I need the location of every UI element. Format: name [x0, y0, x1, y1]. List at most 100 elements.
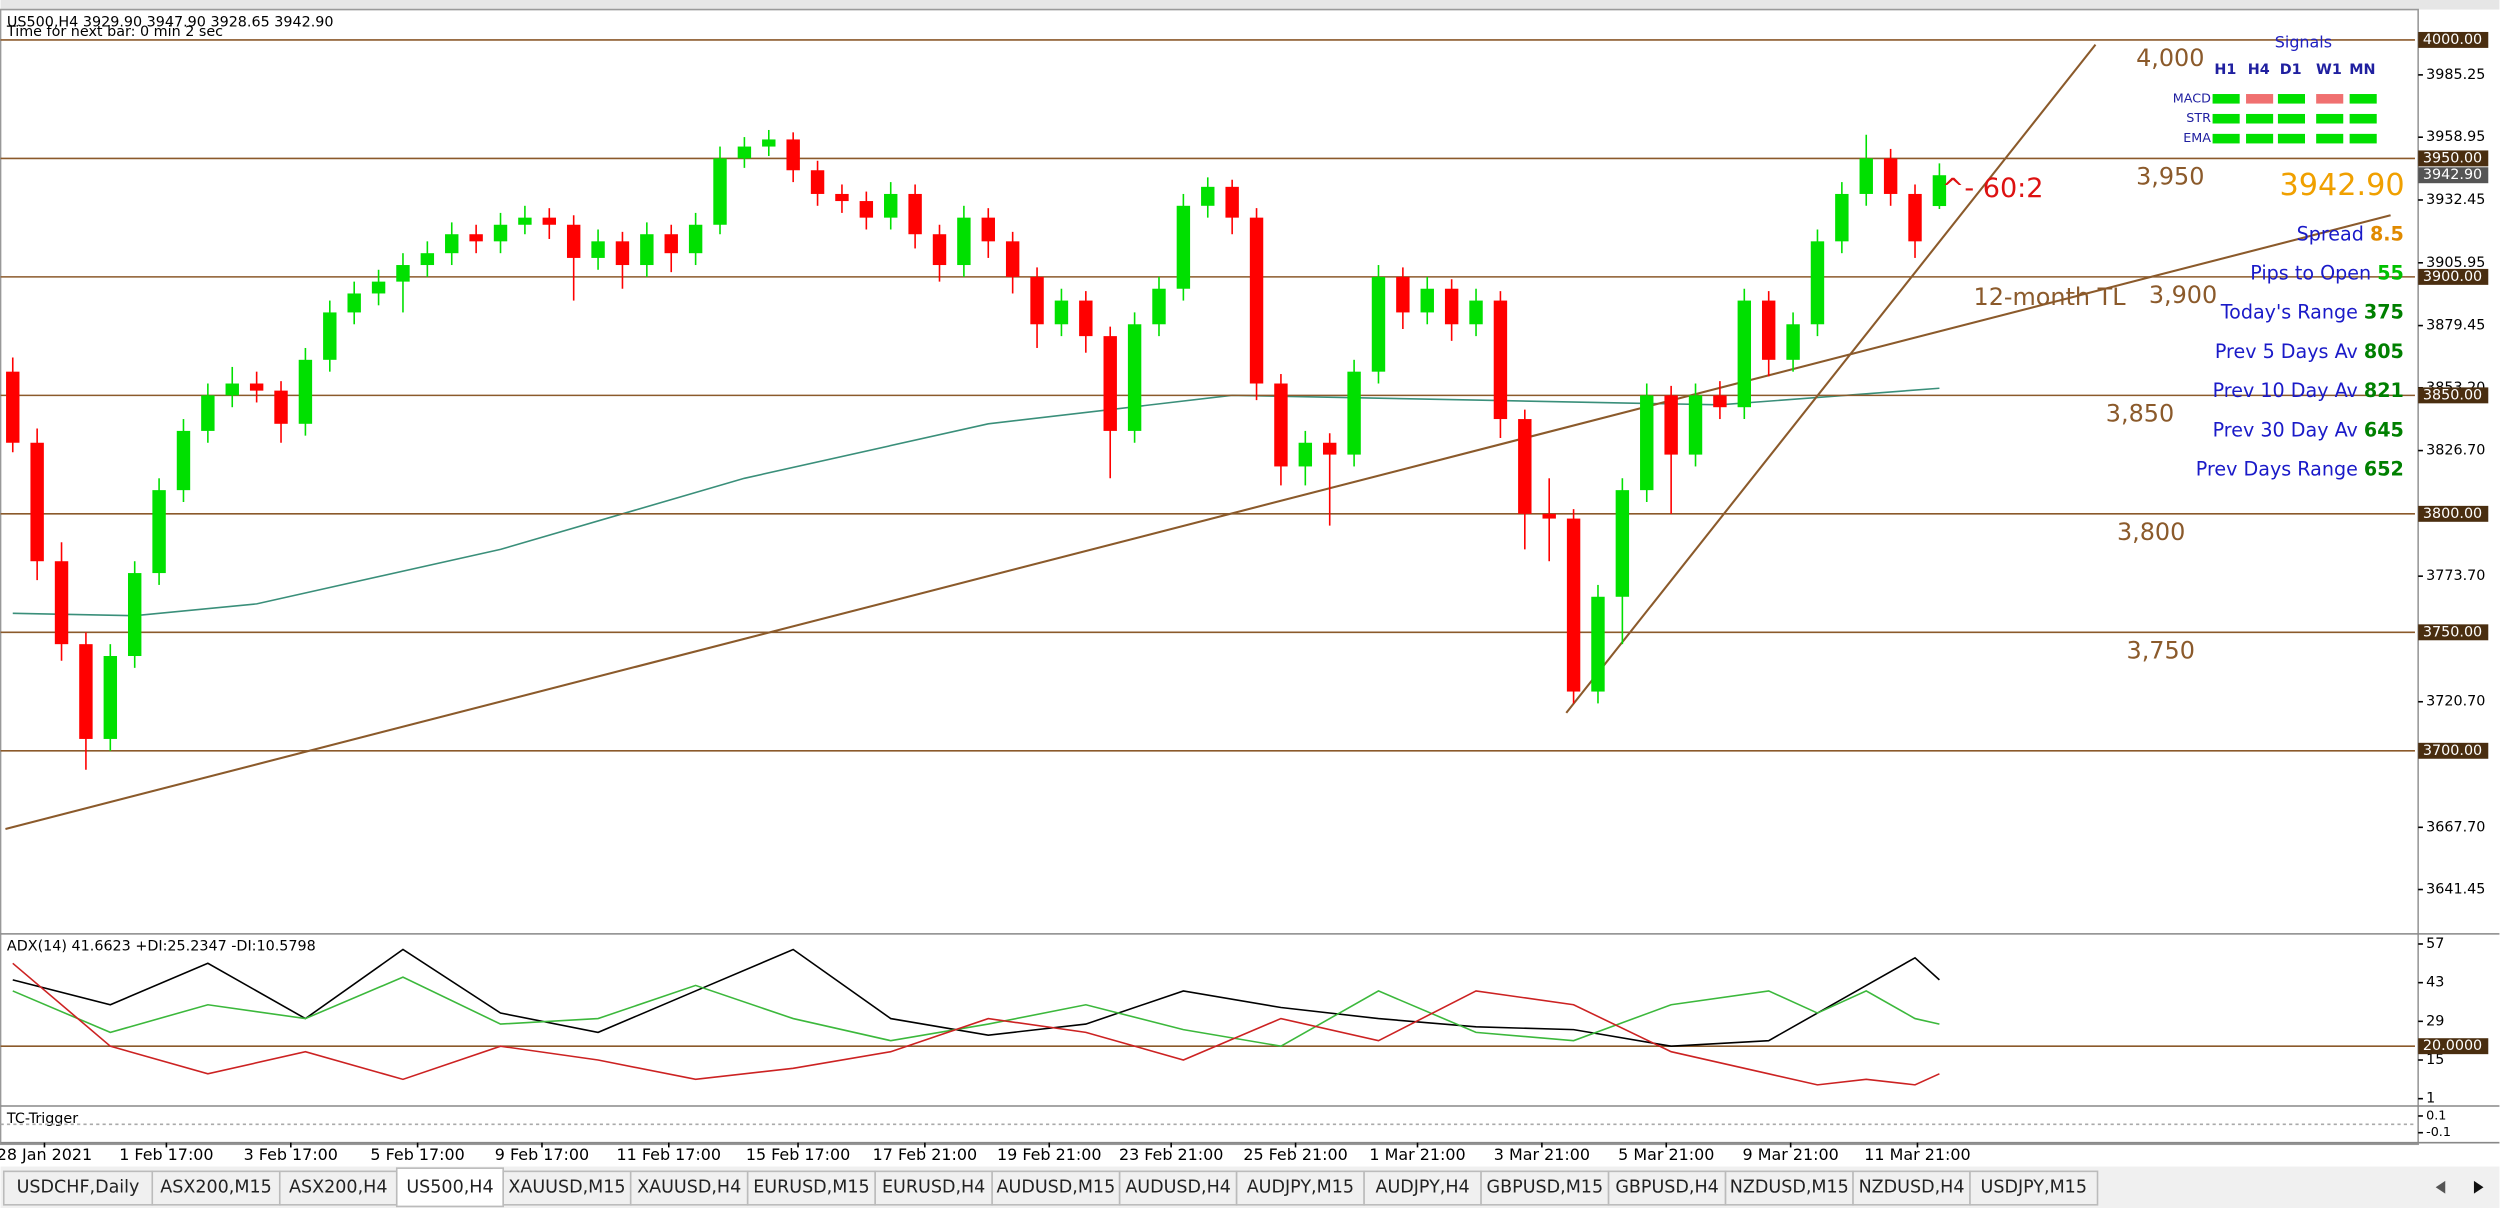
- signal-column: D1: [2280, 62, 2302, 78]
- candle-body: [1664, 395, 1678, 455]
- candle-body: [1761, 300, 1776, 360]
- tab[interactable]: [1969, 1170, 2099, 1206]
- info-label: Spread: [2297, 222, 2364, 245]
- candle-body: [1274, 383, 1288, 467]
- info-value: 8.5: [2370, 222, 2404, 245]
- level-axis-box: [2418, 505, 2489, 522]
- y-tick-label: 3773.70: [2426, 568, 2485, 584]
- info-value: 805: [2364, 339, 2404, 362]
- candle-body: [688, 224, 703, 254]
- candle-body: [835, 193, 849, 202]
- candle-body: [1859, 158, 1873, 194]
- candle-body: [932, 234, 947, 266]
- signal-cell: [2246, 113, 2274, 124]
- signal-column: W1: [2316, 62, 2342, 78]
- candle-body: [1054, 300, 1069, 325]
- signal-column: H4: [2248, 62, 2270, 78]
- info-label: Prev 30 Day Av: [2213, 418, 2358, 441]
- candle-body: [908, 193, 922, 235]
- candle-body: [371, 281, 386, 294]
- indicator-tick-label: 15: [2426, 1052, 2444, 1068]
- level-axis-label: 3800.00: [2423, 506, 2482, 522]
- candle-body: [713, 158, 727, 225]
- candle-body: [1542, 513, 1556, 519]
- x-tick-label: 25 Feb 21:00: [1243, 1145, 1347, 1164]
- level-label: 4,000: [2136, 44, 2204, 72]
- tab[interactable]: [991, 1170, 1121, 1206]
- candle-body: [1298, 442, 1313, 467]
- candle-body: [176, 430, 191, 491]
- candle-body: [1030, 276, 1044, 325]
- level-axis-box: [2418, 150, 2489, 167]
- candle-body: [566, 224, 581, 258]
- x-tick-label: 11 Mar 21:00: [1864, 1145, 1970, 1164]
- candle-body: [542, 217, 557, 225]
- level-axis-box: [2418, 268, 2489, 285]
- level-axis-label: 3700.00: [2423, 743, 2482, 759]
- indicator-level-label: 20.0000: [2423, 1038, 2482, 1054]
- tab[interactable]: [874, 1170, 993, 1206]
- toolbar-strip: [0, 0, 2500, 10]
- info-line: Today's Range 375: [2220, 300, 2404, 323]
- x-tick-label: 28 Jan 2021: [0, 1145, 92, 1164]
- info-label: Pips to Open: [2250, 261, 2371, 284]
- tab-label: NZDUSD,M15: [1730, 1177, 1849, 1197]
- signal-cell: [2349, 113, 2377, 124]
- candle-body: [786, 139, 800, 171]
- info-label: Prev 5 Days Av: [2215, 339, 2358, 362]
- tab-label: ASX200,M15: [160, 1177, 272, 1197]
- y-tick-label: 3932.45: [2426, 192, 2485, 208]
- candle-body: [737, 146, 752, 159]
- candle-body: [1591, 596, 1605, 692]
- tab-label: GBPUSD,M15: [1487, 1177, 1604, 1197]
- tab-scroll-left[interactable]: [2435, 1180, 2446, 1194]
- tab[interactable]: [502, 1170, 632, 1206]
- annotation: ^- 60:2: [1942, 173, 2044, 204]
- signal-cell: [2277, 94, 2306, 104]
- trigger-tick-label: 0.1: [2426, 1108, 2446, 1123]
- level-axis-label: 3950.00: [2423, 150, 2482, 166]
- tab[interactable]: [151, 1170, 281, 1206]
- trigger-title: TC-Trigger: [6, 1111, 78, 1127]
- level-label: 3,950: [2136, 163, 2204, 191]
- info-value: 55: [2377, 261, 2404, 284]
- tab-label: AUDUSD,H4: [1125, 1177, 1231, 1197]
- trigger-tick-label: -0.1: [2426, 1125, 2451, 1140]
- x-tick-label: 23 Feb 21:00: [1119, 1145, 1223, 1164]
- x-tick-label: 3 Mar 21:00: [1494, 1145, 1590, 1164]
- signal-cell: [2212, 94, 2240, 104]
- tab[interactable]: [1852, 1170, 1971, 1206]
- candle-body: [981, 217, 995, 242]
- level-axis-box: [2418, 624, 2489, 641]
- x-tick-label: 15 Feb 17:00: [746, 1145, 850, 1164]
- candle-body: [1005, 241, 1020, 277]
- x-tick-label: 5 Feb 17:00: [370, 1145, 464, 1164]
- last-price-box: [2418, 167, 2489, 184]
- y-tick-label: 3985.25: [2426, 67, 2485, 83]
- candle-body: [298, 359, 313, 424]
- candle-body: [1713, 395, 1727, 408]
- tab-scroll-right[interactable]: [2473, 1180, 2484, 1194]
- candle-body: [1347, 371, 1361, 455]
- candle-body: [152, 490, 166, 574]
- tab[interactable]: [278, 1170, 398, 1206]
- candle-body: [274, 390, 288, 424]
- tab[interactable]: [1607, 1170, 1727, 1206]
- signal-cell: [2246, 133, 2274, 144]
- x-tick-label: 19 Feb 21:00: [997, 1145, 1101, 1164]
- tab-label: ASX200,H4: [289, 1177, 387, 1197]
- candle-body: [1152, 288, 1166, 325]
- info-line: Prev 5 Days Av 805: [2215, 339, 2404, 362]
- signal-cell: [2316, 94, 2344, 104]
- candle-body: [1883, 158, 1898, 194]
- tab[interactable]: [1363, 1170, 1482, 1206]
- y-tick-label: 3958.95: [2426, 129, 2485, 145]
- tab[interactable]: [395, 1167, 505, 1208]
- level-label: 3,800: [2117, 518, 2185, 546]
- tab[interactable]: [1118, 1170, 1238, 1206]
- candle-body: [103, 656, 118, 739]
- x-tick-label: 9 Mar 21:00: [1743, 1145, 1839, 1164]
- indicator-line: [12, 962, 1940, 1086]
- candle-body: [249, 383, 264, 391]
- last-price-big: 3942.90: [2280, 168, 2405, 203]
